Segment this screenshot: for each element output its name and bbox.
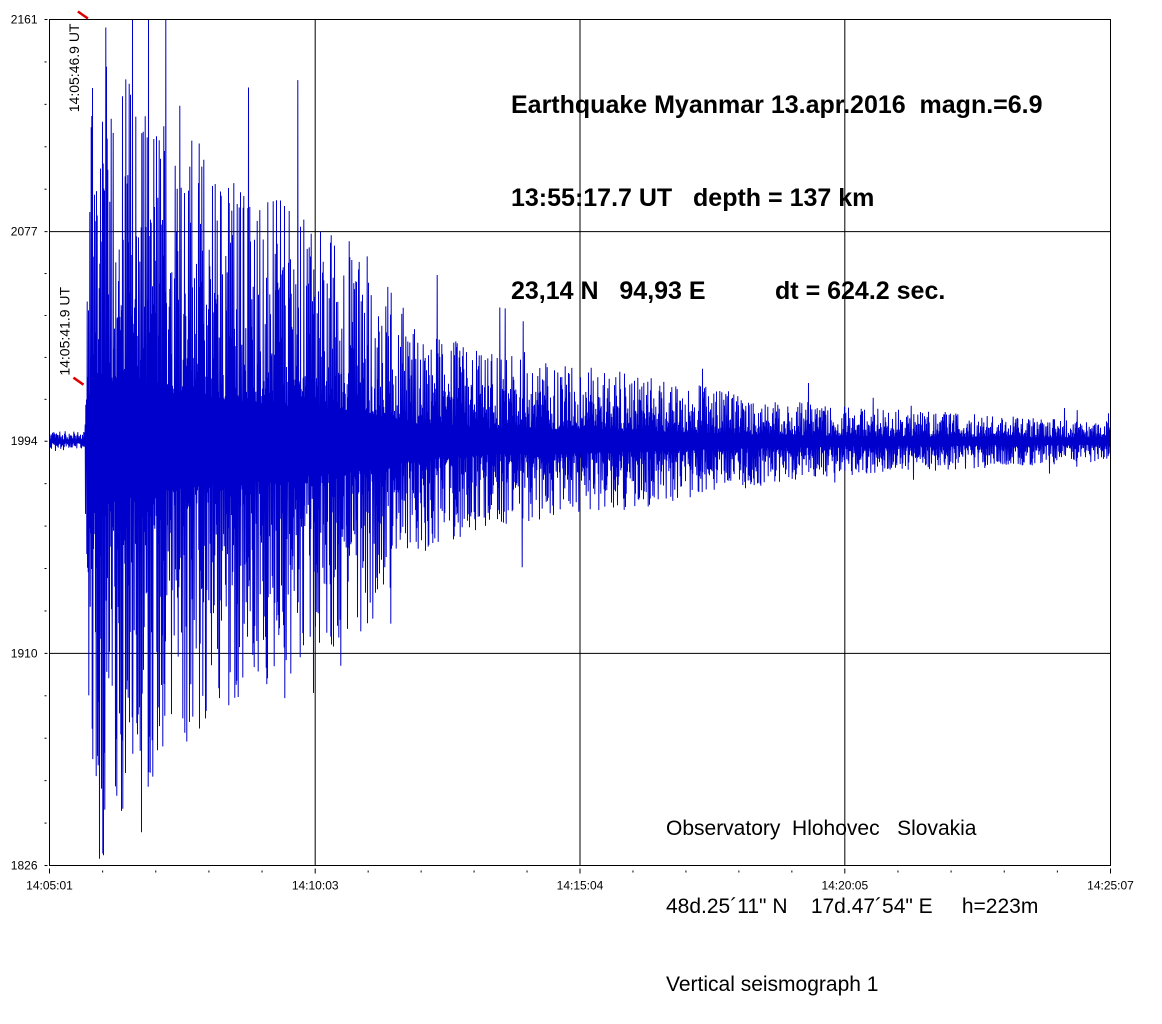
x-tick-label: 14:15:04	[557, 879, 604, 893]
arrival-marker-line	[77, 10, 89, 20]
x-axis: 14:05:01 14:10:03 14:15:04 14:20:05 14:25:07	[26, 868, 1134, 893]
earthquake-title: Earthquake Myanmar 13.apr.2016 magn.=6.9…	[511, 28, 1043, 338]
arrival-marker-line	[72, 376, 85, 386]
y-tick-label: 1994	[11, 434, 38, 448]
plot-frame	[49, 19, 1111, 866]
y-tick-label: 1826	[11, 859, 38, 873]
arrival-markers: 14:05:41.9 UT 14:05:46.9 UT	[56, 10, 89, 386]
arrival-marker-label: 14:05:41.9 UT	[56, 287, 72, 376]
title-line-1: Earthquake Myanmar 13.apr.2016 magn.=6.9	[511, 91, 1043, 119]
y-tick-label: 2077	[11, 225, 38, 239]
x-tick-label: 14:25:07	[1087, 879, 1134, 893]
title-line-2: 13:55:17.7 UT depth = 137 km	[511, 184, 875, 212]
title-line-3: 23,14 N 94,93 E dt = 624.2 sec.	[511, 277, 946, 305]
x-tick-label: 14:20:05	[821, 879, 868, 893]
x-tick-label: 14:10:03	[292, 879, 339, 893]
station-line-3: Vertical seismograph 1	[666, 973, 879, 996]
station-info: Observatory Hlohovec Slovakia 48d.25´11"…	[666, 764, 1038, 1024]
y-axis: 2161 2077 1994 1910 1826	[11, 13, 48, 873]
y-tick-label: 1910	[11, 646, 38, 660]
arrival-marker-label: 14:05:46.9 UT	[66, 23, 82, 112]
station-line-1: Observatory Hlohovec Slovakia	[666, 817, 977, 840]
x-tick-label: 14:05:01	[26, 879, 73, 893]
station-line-2: 48d.25´11" N 17d.47´54" E h=223m	[666, 895, 1039, 918]
y-tick-label: 2161	[11, 13, 38, 27]
seismogram-trace	[49, 19, 1111, 859]
